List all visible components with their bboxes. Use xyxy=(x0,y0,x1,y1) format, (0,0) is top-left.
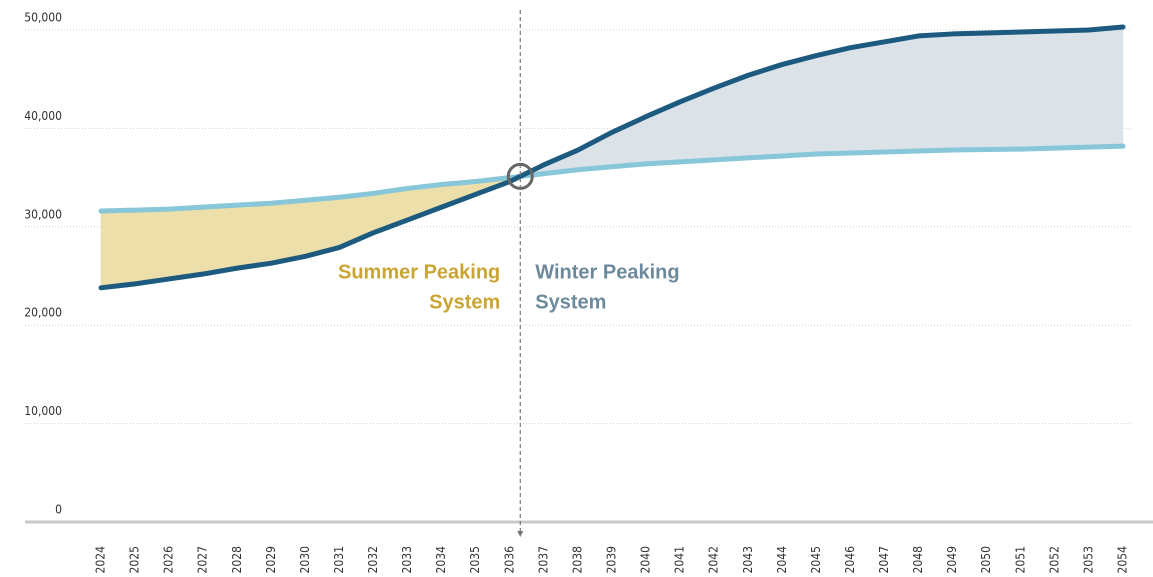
x-tick-label: 2040 xyxy=(639,546,653,574)
difference-area xyxy=(748,64,783,159)
x-tick-label: 2042 xyxy=(707,546,721,573)
difference-area xyxy=(1054,29,1090,149)
x-tick-label: 2052 xyxy=(1047,546,1061,573)
x-tick-label: 2045 xyxy=(809,546,823,573)
x-tick-label: 2028 xyxy=(230,546,244,574)
y-tick-label: 40,000 xyxy=(24,109,62,123)
difference-area xyxy=(100,209,136,289)
y-tick-label: 30,000 xyxy=(24,207,62,221)
x-tick-label: 2036 xyxy=(502,546,516,574)
x-tick-label: 2038 xyxy=(570,546,584,574)
series-line xyxy=(98,143,1126,214)
x-tick-label: 2033 xyxy=(400,546,414,573)
difference-area xyxy=(1020,30,1056,150)
x-tick-label: 2037 xyxy=(536,546,550,573)
x-tick-label: 2043 xyxy=(741,546,755,573)
crossover-marker xyxy=(506,162,534,190)
difference-area xyxy=(850,41,885,154)
x-tick-label: 2039 xyxy=(605,546,619,574)
x-tick-label: 2026 xyxy=(162,546,176,574)
difference-area xyxy=(952,32,987,151)
x-tick-label: 2051 xyxy=(1013,546,1027,573)
x-tick-label: 2025 xyxy=(128,546,142,573)
x-tick-label: 2053 xyxy=(1081,546,1095,573)
divider-arrow xyxy=(517,531,524,537)
x-tick-label: 2046 xyxy=(843,546,857,574)
x-tick-label: 2049 xyxy=(945,546,959,574)
x-tick-label: 2044 xyxy=(775,546,789,574)
x-tick-label: 2031 xyxy=(332,546,346,573)
y-tick-label: 50,000 xyxy=(24,11,62,25)
difference-area xyxy=(782,55,817,157)
difference-area xyxy=(1088,26,1124,148)
x-tick-label: 2041 xyxy=(673,546,687,573)
x-tick-label: 2024 xyxy=(94,546,108,574)
x-tick-label: 2047 xyxy=(877,546,891,573)
x-tick-label: 2054 xyxy=(1116,546,1130,574)
difference-area xyxy=(237,202,272,269)
difference-area xyxy=(816,47,851,155)
x-tick-label: 2050 xyxy=(979,546,993,574)
difference-area xyxy=(168,206,204,280)
x-tick-label: 2032 xyxy=(366,546,380,573)
annotation: System xyxy=(535,291,606,313)
x-tick-label: 2030 xyxy=(298,546,312,574)
difference-area xyxy=(271,199,306,264)
series-line xyxy=(98,24,1126,291)
difference-area xyxy=(986,31,1022,150)
difference-area xyxy=(577,131,613,171)
difference-area xyxy=(202,204,238,275)
x-tick-label: 2034 xyxy=(434,546,448,574)
annotation: Winter Peaking xyxy=(535,261,679,283)
x-tick-label: 2048 xyxy=(911,546,925,574)
x-tick-label: 2029 xyxy=(264,546,278,574)
y-tick-label: 10,000 xyxy=(24,404,62,418)
difference-area xyxy=(134,208,170,285)
difference-area xyxy=(918,33,953,152)
x-tick-label: 2035 xyxy=(468,546,482,573)
annotation: System xyxy=(429,291,500,313)
y-tick-label: 20,000 xyxy=(24,306,62,320)
difference-area xyxy=(884,35,919,153)
annotation: Summer Peaking xyxy=(338,261,500,283)
y-tick-label: 0 xyxy=(55,503,62,517)
x-tick-label: 2027 xyxy=(196,546,210,573)
